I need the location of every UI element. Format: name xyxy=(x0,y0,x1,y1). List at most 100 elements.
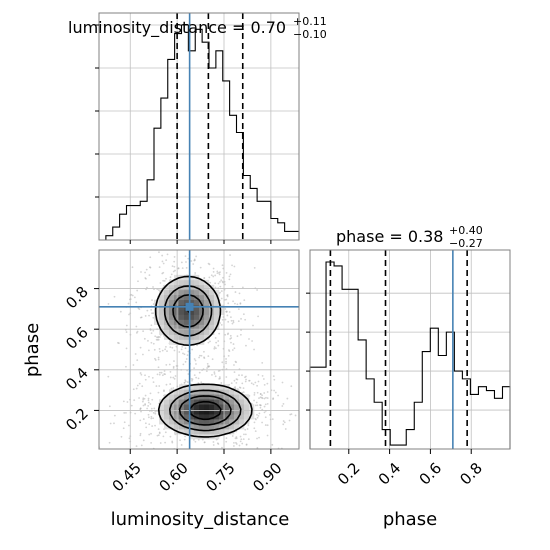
density-cell xyxy=(204,319,210,325)
density-cell xyxy=(189,334,195,340)
scatter-point xyxy=(241,286,244,289)
scatter-point xyxy=(266,391,269,393)
marker-layer xyxy=(99,13,468,449)
density-cell xyxy=(164,289,170,296)
scatter-point xyxy=(136,330,139,333)
scatter-point xyxy=(259,404,262,407)
hist-layer xyxy=(99,24,511,449)
scatter-point xyxy=(231,435,234,437)
scatter-point xyxy=(184,360,187,363)
density-cell xyxy=(159,409,165,415)
scatter-point xyxy=(283,421,286,424)
scatter-point xyxy=(158,371,161,374)
density-cell xyxy=(179,314,185,320)
scatter-point xyxy=(259,406,262,409)
density-cell xyxy=(189,434,195,440)
scatter-point xyxy=(258,412,261,415)
scatter-point xyxy=(173,256,176,258)
frame-phase-marginal xyxy=(309,249,511,450)
scatter-point xyxy=(221,446,223,449)
scatter-point xyxy=(263,383,266,386)
density-cell xyxy=(204,289,210,296)
density-cell xyxy=(174,394,180,400)
density-cell xyxy=(164,314,170,320)
scatter-point xyxy=(139,432,142,435)
density-cell xyxy=(234,409,240,415)
density-cell xyxy=(174,319,180,325)
scatter-point xyxy=(107,375,110,378)
scatter-point xyxy=(235,443,238,445)
scatter-point xyxy=(231,349,234,351)
scatter-point xyxy=(150,332,153,335)
density-cell xyxy=(204,309,210,315)
scatter-point xyxy=(144,271,146,274)
density-cell xyxy=(199,284,205,291)
scatter-point xyxy=(195,376,198,379)
scatter-point xyxy=(174,375,177,377)
scatter-point xyxy=(161,260,164,263)
scatter-point xyxy=(203,350,205,353)
density-cell xyxy=(209,424,215,430)
scatter-point xyxy=(288,419,291,422)
density-cell xyxy=(169,299,175,306)
scatter-point xyxy=(181,346,184,348)
scatter-point xyxy=(157,434,160,437)
scatter-point xyxy=(234,302,236,305)
density-cell xyxy=(244,394,250,400)
scatter-point xyxy=(256,404,259,407)
scatter-point xyxy=(113,295,116,298)
tick-label-ph-x-0: 0.2 xyxy=(334,459,364,489)
scatter-point xyxy=(155,336,158,339)
density-cell xyxy=(219,384,225,390)
title-ld-main: luminosity_distance = 0.70 xyxy=(68,18,286,38)
scatter-point xyxy=(185,266,188,269)
grid-layer xyxy=(99,13,510,449)
density-cell xyxy=(164,399,170,405)
density-cell xyxy=(199,414,205,420)
scatter-point xyxy=(179,439,181,442)
title-ld-lower: −0.10 xyxy=(293,28,327,41)
scatter-point xyxy=(228,311,231,313)
density-cell xyxy=(194,384,200,390)
density-cell xyxy=(214,399,220,405)
scatter-point xyxy=(169,383,172,385)
scatter-point xyxy=(248,338,250,340)
scatter-point xyxy=(294,414,297,417)
density-cell xyxy=(159,404,165,410)
density-cell xyxy=(189,324,195,330)
scatter-point xyxy=(152,286,154,288)
scatter-point xyxy=(214,286,217,289)
density-cell xyxy=(209,404,215,410)
scatter-point xyxy=(140,271,142,273)
scatter-point xyxy=(272,398,274,400)
scatter-point xyxy=(257,373,260,376)
density-cell xyxy=(189,294,195,301)
scatter-point xyxy=(147,416,150,419)
scatter-point xyxy=(136,289,139,292)
density-cell xyxy=(194,404,200,410)
density-cell xyxy=(169,419,175,425)
scatter-point xyxy=(119,310,122,313)
scatter-point xyxy=(161,254,164,257)
scatter-point xyxy=(156,373,159,376)
scatter-point xyxy=(263,411,266,414)
scatter-point xyxy=(149,329,152,332)
density-cell xyxy=(244,404,250,410)
scatter-point xyxy=(145,426,148,429)
density-cell xyxy=(169,394,175,400)
density-cell xyxy=(159,309,165,315)
scatter-point xyxy=(218,273,221,276)
density-cell xyxy=(244,399,250,405)
density-cell xyxy=(174,309,180,315)
density-cell xyxy=(239,409,245,415)
density-cell xyxy=(199,309,205,315)
scatter-point xyxy=(225,358,227,360)
scatter-point xyxy=(154,412,157,415)
scatter-point xyxy=(237,308,240,311)
scatter-point xyxy=(139,346,142,349)
density-cell xyxy=(204,384,210,390)
scatter-point xyxy=(245,344,247,347)
scatter-point xyxy=(205,370,208,373)
density-cell xyxy=(194,334,200,340)
scatter-point xyxy=(157,391,160,394)
